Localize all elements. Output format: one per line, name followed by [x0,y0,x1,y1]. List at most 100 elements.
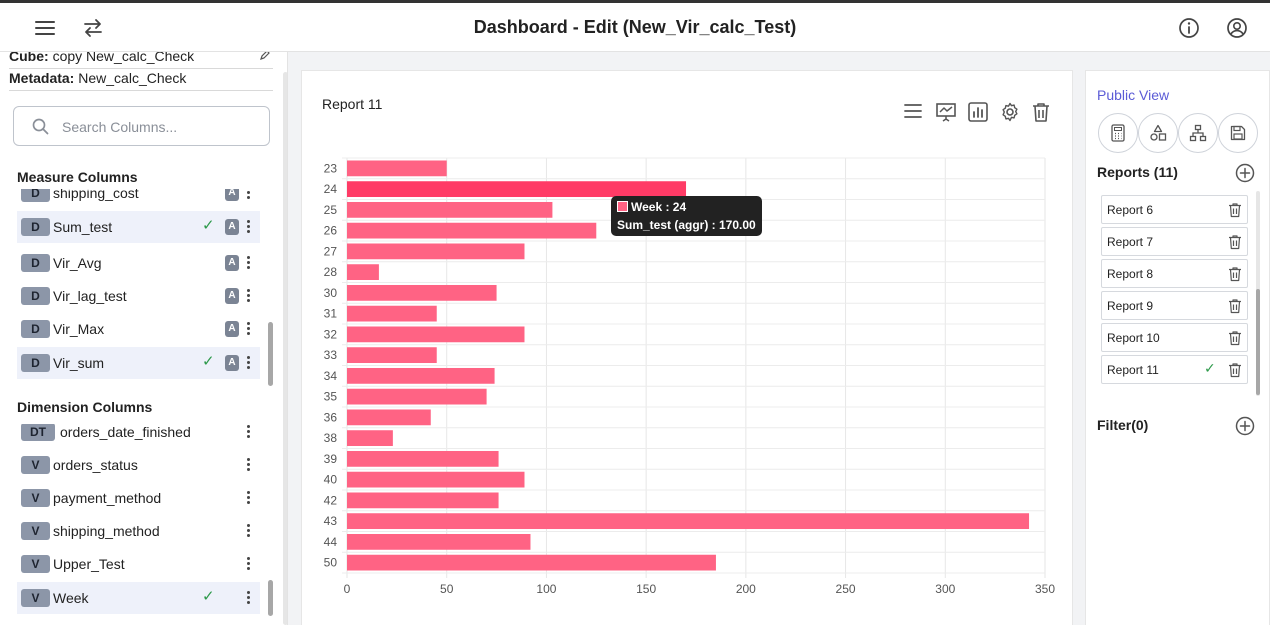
bar-week-38[interactable] [347,430,393,447]
bar-week-24[interactable] [347,181,687,198]
trash-icon[interactable] [1228,234,1242,250]
report-panel: Report 11 0 50 100 150 200 250 300 350 23 24 25 26 2… [301,70,1073,625]
measure-column-vir-max[interactable]: D Vir_Max A [17,313,260,345]
more-options-icon[interactable] [244,589,252,607]
bar-week-28[interactable] [347,264,379,281]
y-tick-label: 34 [324,369,338,383]
trash-icon[interactable] [1228,362,1242,378]
bar-week-32[interactable] [347,326,525,343]
public-view-link[interactable]: Public View [1097,87,1170,103]
user-account-icon[interactable] [1224,15,1250,41]
measure-columns-title: Measure Columns [17,169,138,185]
bar-week-25[interactable] [347,201,553,218]
y-tick-label: 38 [324,431,338,445]
bar-week-44[interactable] [347,533,531,550]
add-report-icon[interactable] [1235,163,1255,183]
trash-icon[interactable] [1228,202,1242,218]
dimension-column-upper-test[interactable]: V Upper_Test [17,548,260,580]
bar-week-39[interactable] [347,450,499,467]
trash-icon[interactable] [1228,266,1242,282]
trash-icon[interactable] [1228,298,1242,314]
reports-scrollbar[interactable] [1256,289,1260,395]
measure-column-vir-avg[interactable]: D Vir_Avg A [17,247,260,279]
y-tick-label: 36 [324,410,338,424]
bar-week-33[interactable] [347,347,437,364]
gear-icon[interactable] [999,101,1021,123]
more-options-icon[interactable] [244,489,252,507]
search-columns-box[interactable]: Search Columns... [13,106,270,146]
report-item-report-6[interactable]: Report 6 [1101,195,1248,224]
bar-week-50[interactable] [347,554,716,571]
more-options-icon[interactable] [244,555,252,573]
measure-column-vir-sum[interactable]: D Vir_sum ✓ A [17,347,260,379]
bar-week-43[interactable] [347,513,1030,530]
report-item-label: Report 7 [1107,235,1154,249]
bar-week-36[interactable] [347,409,431,426]
shapes-icon[interactable] [1138,113,1178,153]
presentation-icon[interactable] [935,101,957,123]
bar-week-26[interactable] [347,222,597,239]
y-tick-label: 24 [324,182,338,196]
dimension-column-week[interactable]: V Week ✓ [17,582,260,614]
measure-scrollbar[interactable] [268,322,273,386]
dimension-column-orders-date-finished[interactable]: DT orders_date_finished [17,424,260,448]
calculator-icon[interactable] [1098,113,1138,153]
aggregate-badge[interactable]: A [225,321,239,337]
info-icon[interactable] [1176,15,1202,41]
more-options-icon[interactable] [244,287,252,305]
column-label: Upper_Test [53,556,125,572]
aggregate-badge[interactable]: A [225,189,239,201]
search-input[interactable]: Search Columns... [62,119,178,135]
more-options-icon[interactable] [244,254,252,272]
report-item-report-11[interactable]: Report 11 ✓ [1101,355,1248,384]
add-filter-icon[interactable] [1235,416,1255,436]
aggregate-badge[interactable]: A [225,288,239,304]
save-icon[interactable] [1218,113,1258,153]
more-options-icon[interactable] [244,354,252,372]
more-options-icon[interactable] [244,424,252,441]
trash-icon[interactable] [1228,330,1242,346]
more-options-icon[interactable] [244,522,252,540]
dimension-scrollbar[interactable] [268,580,273,616]
more-options-icon[interactable] [244,456,252,474]
y-tick-label: 44 [324,535,338,549]
report-item-report-9[interactable]: Report 9 [1101,291,1248,320]
bar-week-31[interactable] [347,305,437,322]
menu-icon[interactable] [32,15,58,41]
aggregate-badge[interactable]: A [225,355,239,371]
bar-week-23[interactable] [347,160,447,177]
bar-week-30[interactable] [347,284,497,301]
column-label: Vir_sum [53,355,105,371]
more-options-icon[interactable] [244,320,252,338]
bar-week-35[interactable] [347,388,487,405]
bar-chart-icon[interactable] [967,101,989,123]
delete-report-icon[interactable] [1031,101,1053,123]
report-item-report-7[interactable]: Report 7 [1101,227,1248,256]
edit-icon[interactable] [259,52,271,67]
tooltip-value: Sum_test (aggr) : 170.00 [617,218,756,232]
report-item-report-8[interactable]: Report 8 [1101,259,1248,288]
sidebar-scroll-track[interactable] [283,72,287,625]
bar-week-27[interactable] [347,243,525,260]
hierarchy-icon[interactable] [1178,113,1218,153]
y-tick-label: 50 [324,556,338,570]
bar-week-34[interactable] [347,367,495,384]
report-item-label: Report 11 [1107,363,1159,377]
more-options-icon[interactable] [244,189,252,202]
report-item-report-10[interactable]: Report 10 [1101,323,1248,352]
aggregate-badge[interactable]: A [225,255,239,271]
measure-column-vir-lag-test[interactable]: D Vir_lag_test A [17,280,260,312]
bar-week-42[interactable] [347,492,499,509]
tooltip-week: Week : 24 [631,200,687,214]
list-menu-icon[interactable] [903,101,925,123]
aggregate-badge[interactable]: A [225,219,239,235]
column-type-badge: V [21,589,50,607]
more-options-icon[interactable] [244,218,252,236]
bar-week-40[interactable] [347,471,525,488]
measure-column-sum-test[interactable]: D Sum_test ✓ A [17,211,260,243]
swap-icon[interactable] [80,15,106,41]
